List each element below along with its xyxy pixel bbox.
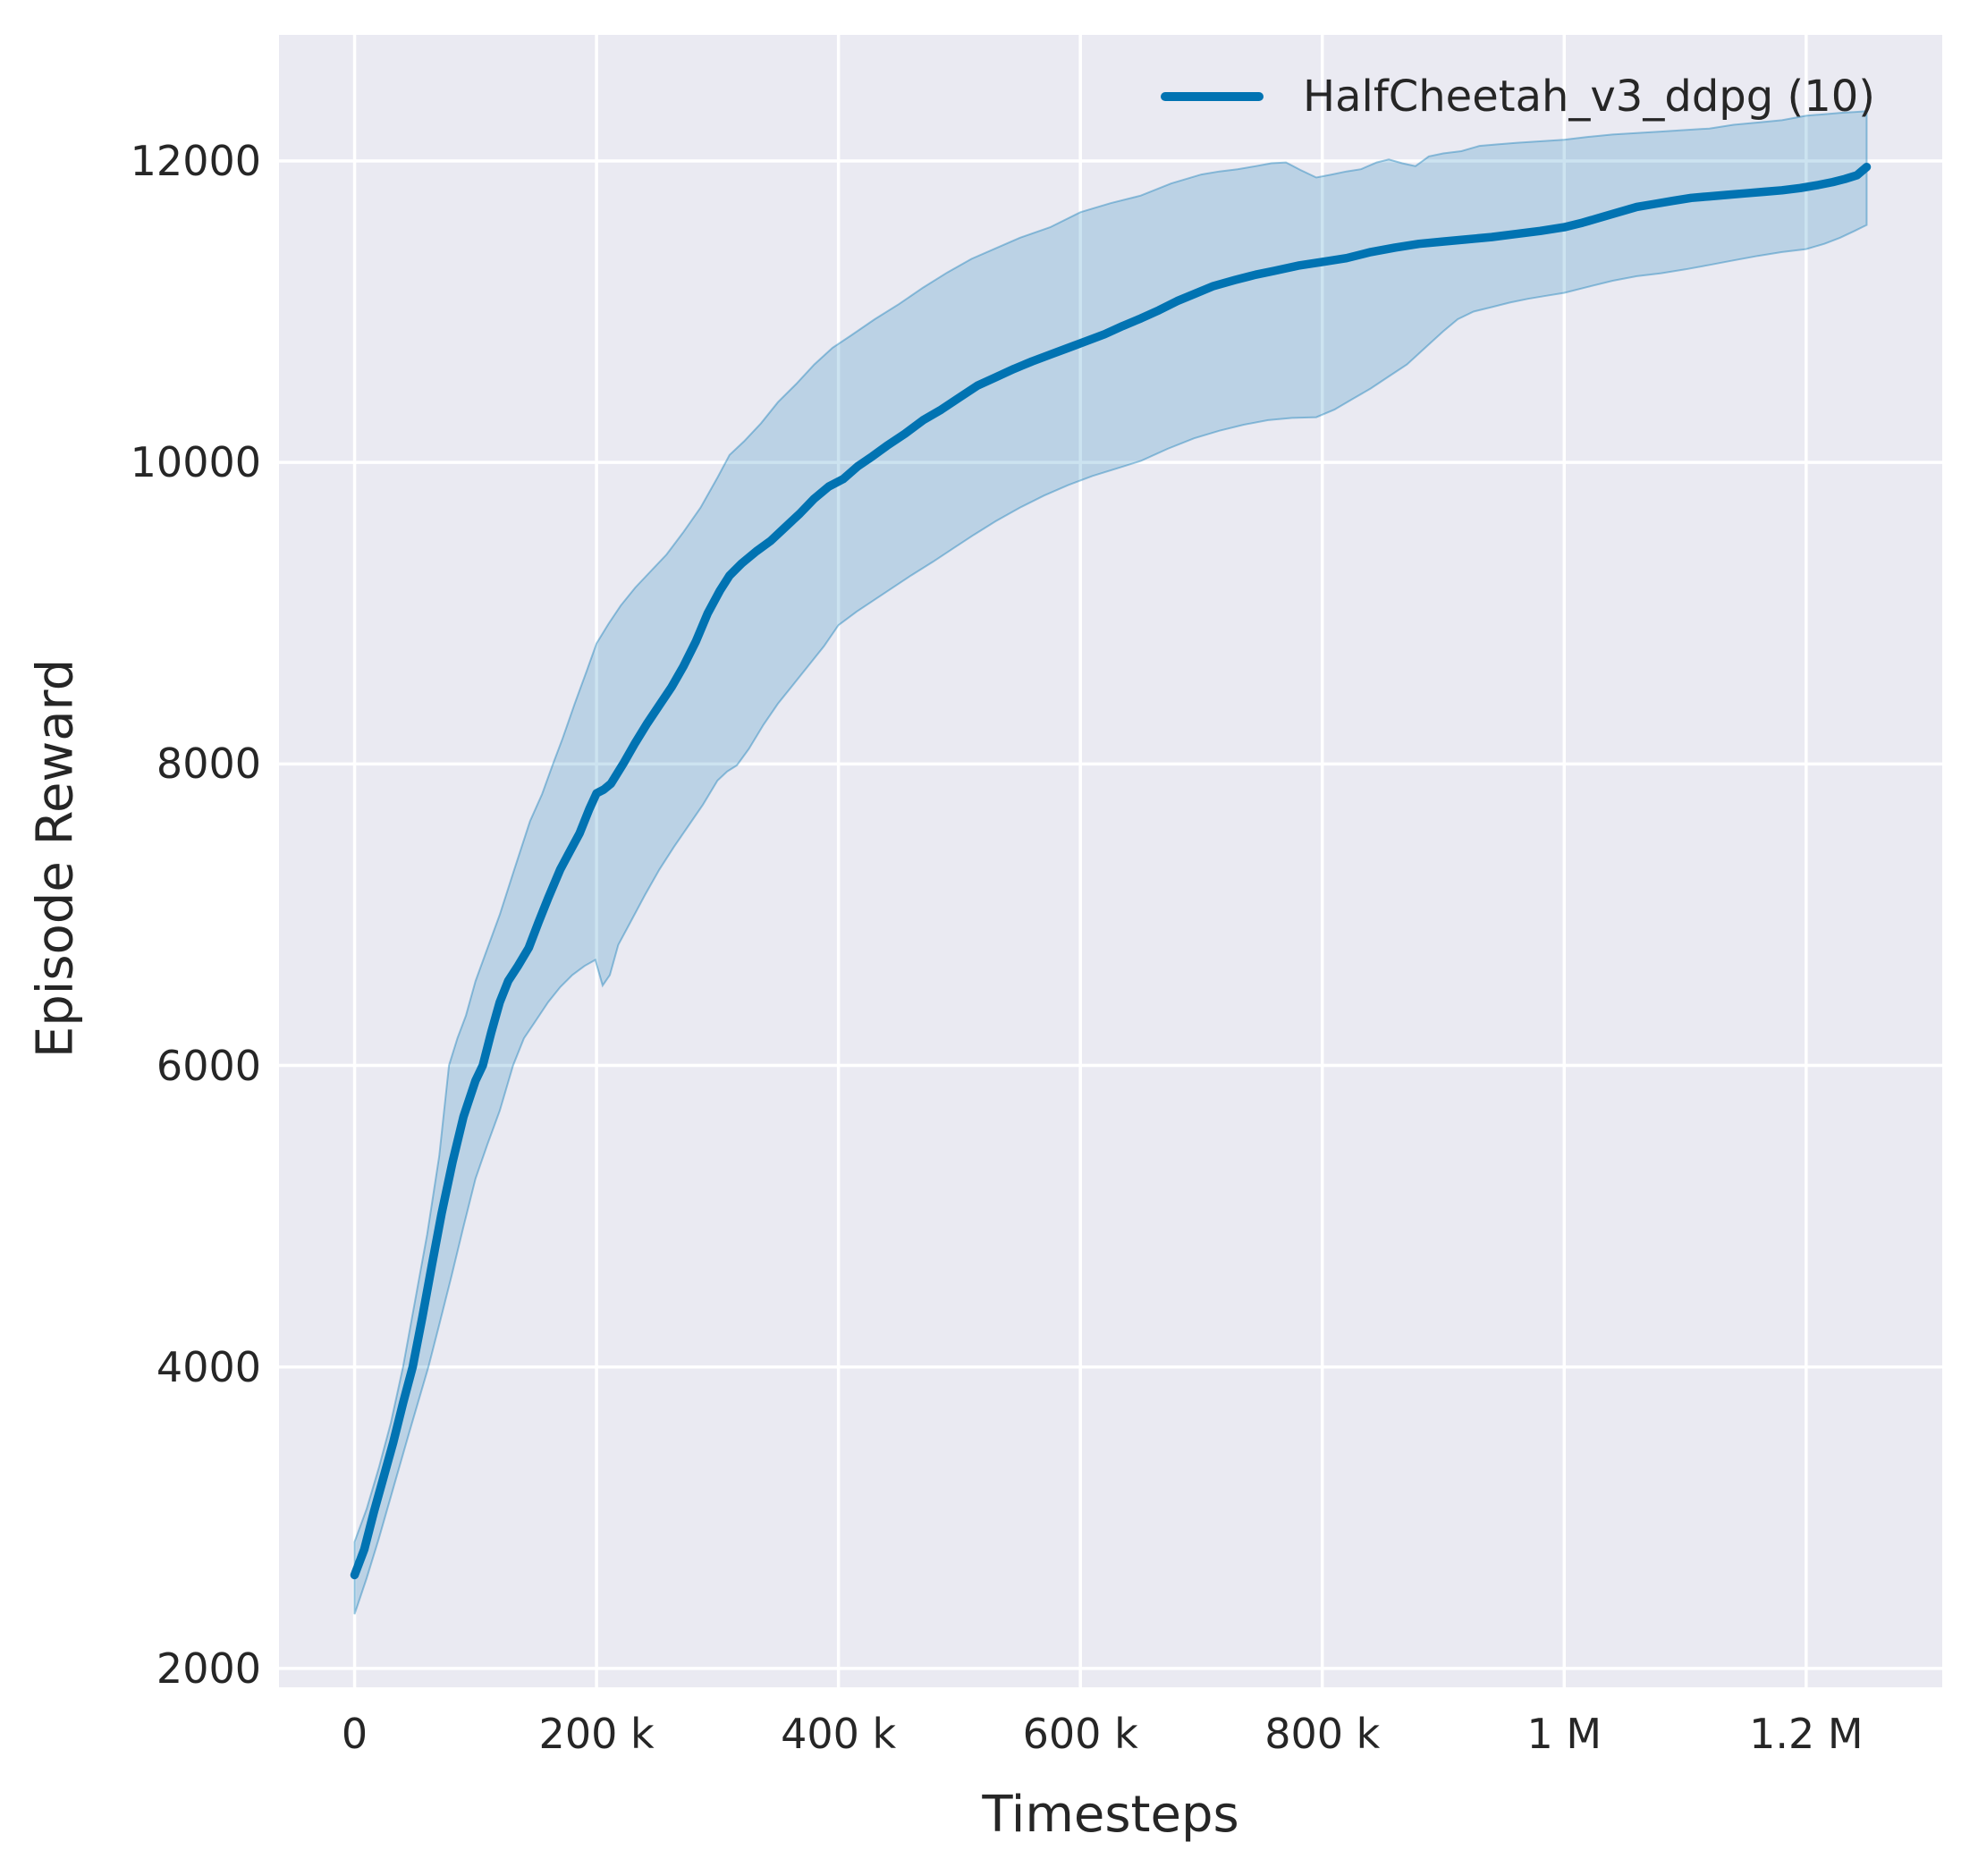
x-tick-label: 200 k: [538, 1710, 655, 1758]
y-tick-label: 4000: [156, 1342, 261, 1391]
x-tick-label: 1 M: [1526, 1710, 1602, 1758]
x-tick-label: 600 k: [1022, 1710, 1138, 1758]
x-tick-label: 800 k: [1264, 1710, 1381, 1758]
y-tick-label: 2000: [156, 1644, 261, 1693]
x-tick-label: 0: [341, 1710, 368, 1758]
y-tick-label: 6000: [156, 1041, 261, 1090]
legend: HalfCheetah_v3_ddpg (10): [1161, 70, 1875, 123]
y-tick-label: 8000: [156, 739, 261, 789]
y-tick-label: 10000: [130, 438, 261, 487]
x-axis-label: Timesteps: [982, 1786, 1239, 1844]
legend-line-swatch: [1161, 92, 1264, 101]
x-tick-label: 400 k: [781, 1710, 897, 1758]
y-tick-label: 12000: [130, 136, 261, 185]
confidence-band: [353, 110, 1868, 1615]
mean-line: [350, 162, 1872, 1580]
plot-area: [279, 35, 1942, 1687]
x-tick-label: 1.2 M: [1749, 1710, 1864, 1758]
y-axis-label: Episode Reward: [26, 658, 85, 1059]
legend-label: HalfCheetah_v3_ddpg (10): [1303, 72, 1876, 122]
